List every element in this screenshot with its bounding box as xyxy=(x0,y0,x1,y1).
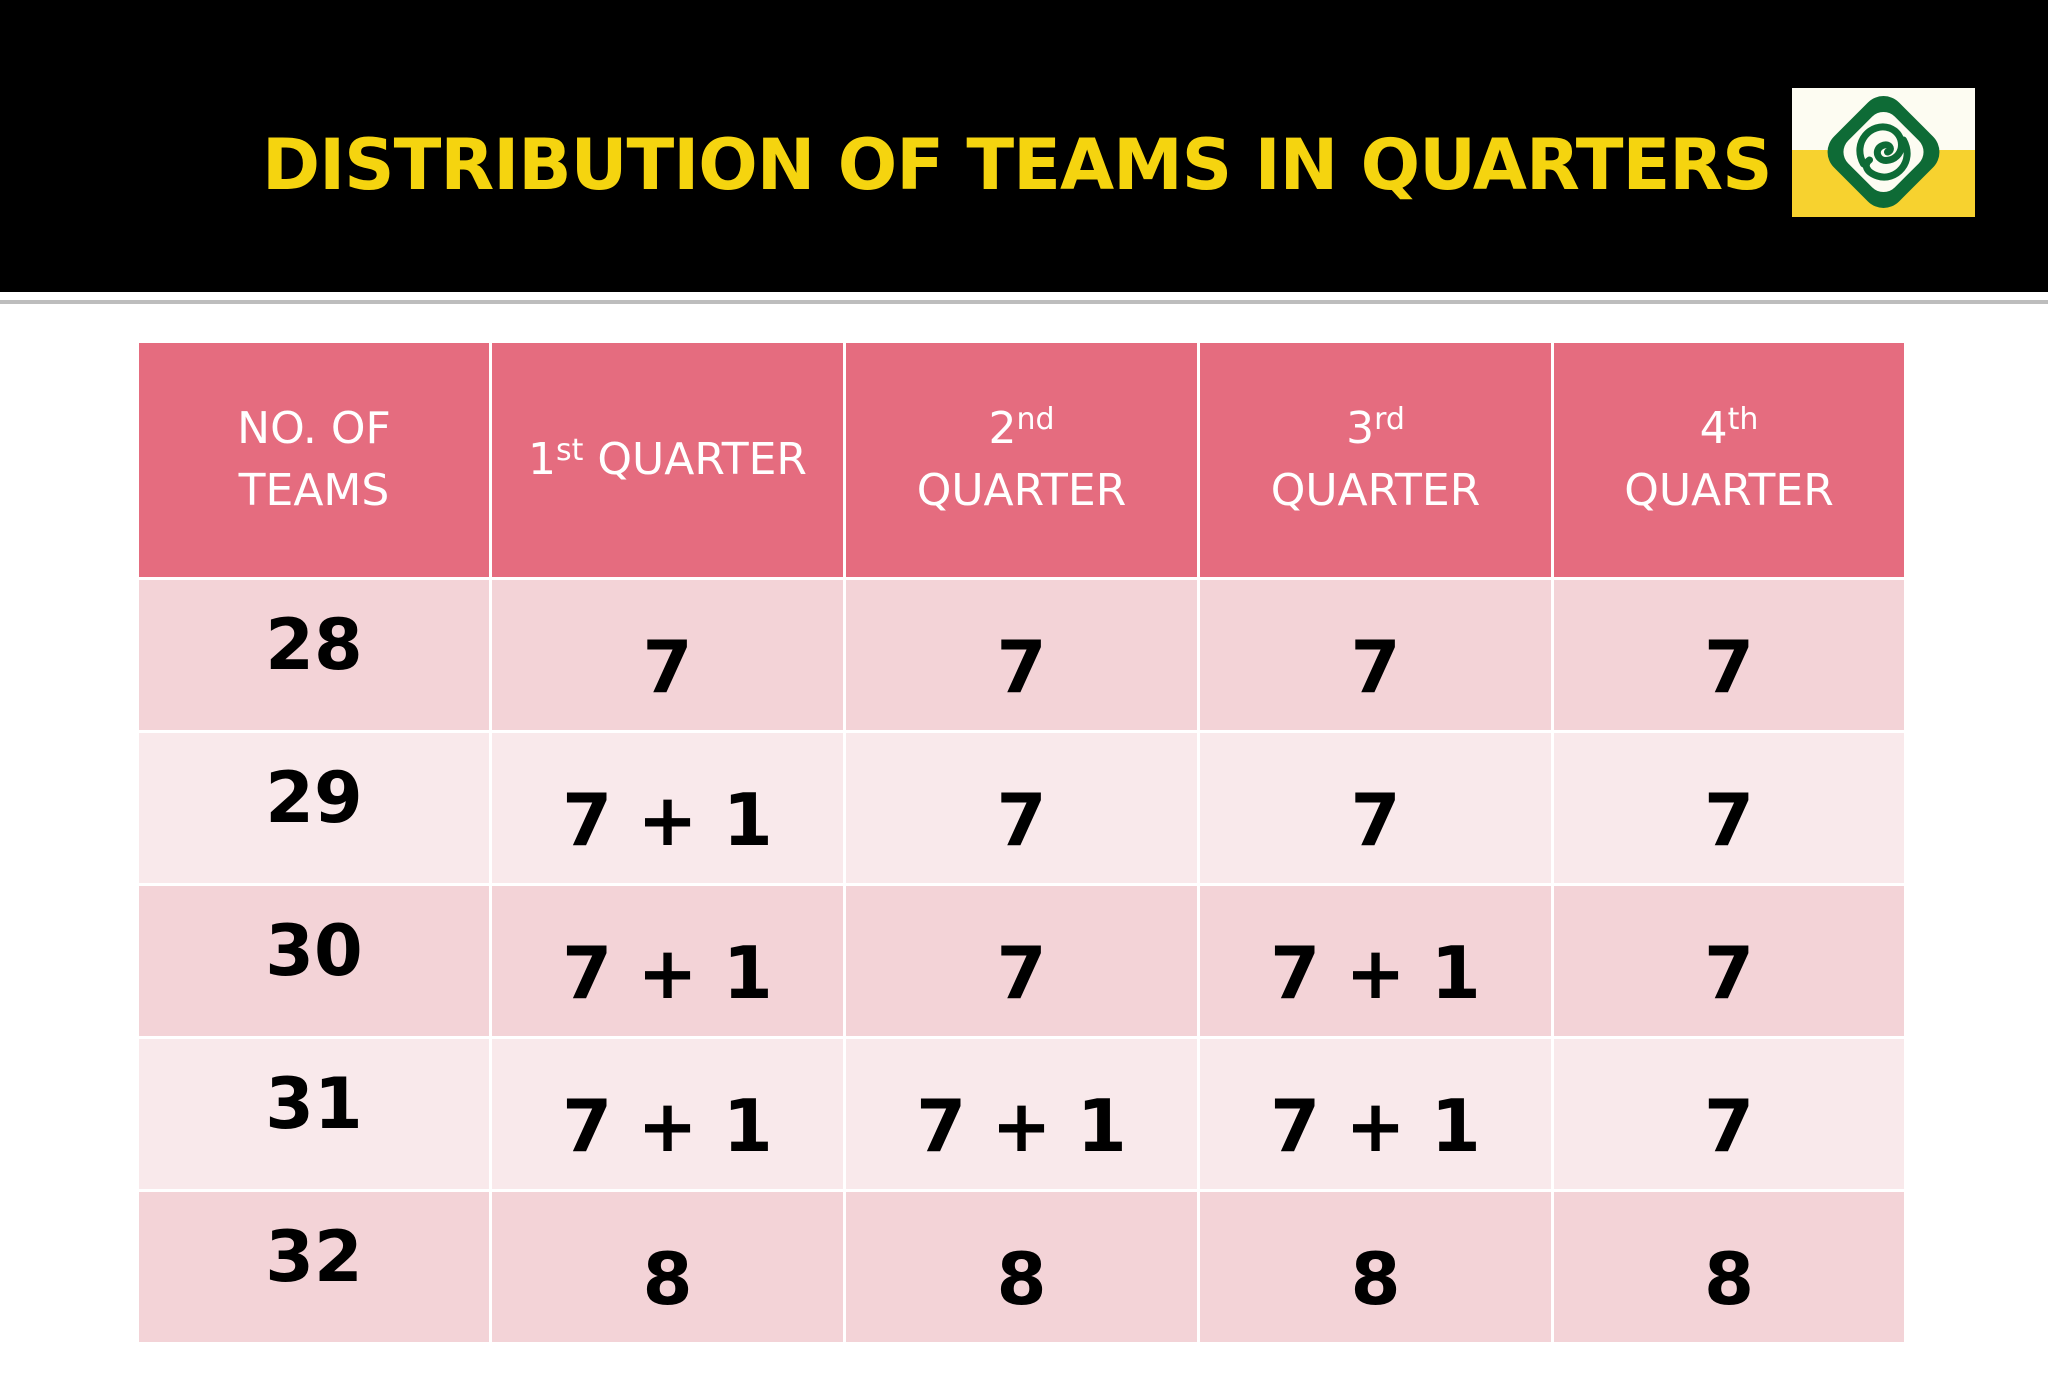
header-ordinal-suffix: rd xyxy=(1374,402,1405,437)
quarter-4-cell: 7 xyxy=(1551,883,1907,1039)
quarter-3-cell: 7 + 1 xyxy=(1197,1036,1554,1192)
cell-value: 7 xyxy=(1703,625,1755,709)
quarter-1-cell: 7 + 1 xyxy=(489,883,846,1039)
quarter-2-cell: 7 xyxy=(843,730,1200,886)
green-emblem-logo-icon xyxy=(1792,88,1975,217)
quarter-2-cell: 7 + 1 xyxy=(843,1036,1200,1192)
header-ordinal-suffix: th xyxy=(1727,402,1759,437)
cell-value: 7 + 1 xyxy=(562,1084,773,1168)
header-ordinal-number: 4 xyxy=(1699,403,1728,454)
table-header-row: NO. OF TEAMS 1st QUARTER 2nd QUARTER 3rd… xyxy=(136,340,1907,580)
cell-value: 7 + 1 xyxy=(916,1084,1127,1168)
slide-title: DISTRIBUTION OF TEAMS IN QUARTERS xyxy=(262,124,1773,206)
team-count-cell: 31 xyxy=(136,1036,492,1192)
cell-value: 7 xyxy=(996,931,1047,1015)
header-line: 3rd xyxy=(1200,398,1551,460)
cell-value: 7 xyxy=(996,778,1047,862)
quarter-1-cell: 7 xyxy=(489,577,846,733)
quarter-3-cell: 7 + 1 xyxy=(1197,883,1554,1039)
cell-value: 7 xyxy=(1703,931,1755,1015)
team-count-cell: 30 xyxy=(136,883,492,1039)
cell-value: 8 xyxy=(1350,1237,1401,1321)
cell-value: 7 xyxy=(642,625,693,709)
quarter-4-cell: 7 xyxy=(1551,1036,1907,1192)
quarter-3-cell: 8 xyxy=(1197,1189,1554,1345)
quarter-1-cell: 8 xyxy=(489,1189,846,1345)
cell-value: 7 xyxy=(1703,778,1755,862)
cell-value: 7 + 1 xyxy=(562,778,773,862)
team-count-cell: 28 xyxy=(136,577,492,733)
header-ordinal-number: 3 xyxy=(1346,403,1375,454)
header-line: 4th xyxy=(1554,398,1904,460)
cell-value: 8 xyxy=(996,1237,1047,1321)
header-word: QUARTER xyxy=(1624,465,1834,516)
quarter-4-cell: 7 xyxy=(1551,730,1907,886)
header-ordinal-number: 2 xyxy=(988,403,1017,454)
header-word: QUARTER xyxy=(1270,465,1481,516)
quarters-table: NO. OF TEAMS 1st QUARTER 2nd QUARTER 3rd… xyxy=(136,340,1907,1345)
cell-value: 7 xyxy=(1350,778,1401,862)
cell-value: 7 xyxy=(996,625,1047,709)
header-word: QUARTER xyxy=(597,434,807,485)
quarter-2-cell: 7 xyxy=(843,883,1200,1039)
team-count-cell: 29 xyxy=(136,730,492,886)
header-2nd-quarter: 2nd QUARTER xyxy=(843,340,1200,580)
header-line: NO. OF xyxy=(237,403,391,454)
header-line: TEAMS xyxy=(238,465,390,516)
header-1st-quarter: 1st QUARTER xyxy=(489,340,846,580)
table-row: 30 7 + 1 7 7 + 1 7 xyxy=(136,883,1907,1039)
header-no-of-teams: NO. OF TEAMS xyxy=(136,340,492,580)
team-count-cell: 32 xyxy=(136,1189,492,1345)
quarter-3-cell: 7 xyxy=(1197,577,1554,733)
cell-value: 30 xyxy=(265,910,363,992)
quarter-4-cell: 7 xyxy=(1551,577,1907,733)
header-line: 2nd xyxy=(846,398,1197,460)
table-row: 28 7 7 7 7 xyxy=(136,577,1907,733)
header-ordinal-suffix: st xyxy=(556,433,584,468)
header-ordinal-number: 1 xyxy=(528,434,557,485)
header-word: QUARTER xyxy=(916,465,1127,516)
quarter-3-cell: 7 xyxy=(1197,730,1554,886)
table-row: 29 7 + 1 7 7 7 xyxy=(136,730,1907,886)
header-divider xyxy=(0,300,2048,304)
cell-value: 7 xyxy=(1350,625,1401,709)
cell-value: 8 xyxy=(642,1237,693,1321)
cell-value: 29 xyxy=(265,757,363,839)
cell-value: 7 + 1 xyxy=(1270,1084,1481,1168)
cell-value: 32 xyxy=(265,1216,363,1298)
quarter-1-cell: 7 + 1 xyxy=(489,730,846,886)
quarter-4-cell: 8 xyxy=(1551,1189,1907,1345)
header-3rd-quarter: 3rd QUARTER xyxy=(1197,340,1554,580)
cell-value: 28 xyxy=(265,604,363,686)
cell-value: 8 xyxy=(1703,1237,1755,1321)
quarter-2-cell: 7 xyxy=(843,577,1200,733)
quarter-2-cell: 8 xyxy=(843,1189,1200,1345)
cell-value: 7 xyxy=(1703,1084,1755,1168)
header-4th-quarter: 4th QUARTER xyxy=(1551,340,1907,580)
table-row: 32 8 8 8 8 xyxy=(136,1189,1907,1345)
quarter-1-cell: 7 + 1 xyxy=(489,1036,846,1192)
header-band xyxy=(0,0,2048,292)
cell-value: 7 + 1 xyxy=(562,931,773,1015)
cell-value: 31 xyxy=(265,1063,363,1145)
header-ordinal-suffix: nd xyxy=(1016,402,1055,437)
table-row: 31 7 + 1 7 + 1 7 + 1 7 xyxy=(136,1036,1907,1192)
cell-value: 7 + 1 xyxy=(1270,931,1481,1015)
